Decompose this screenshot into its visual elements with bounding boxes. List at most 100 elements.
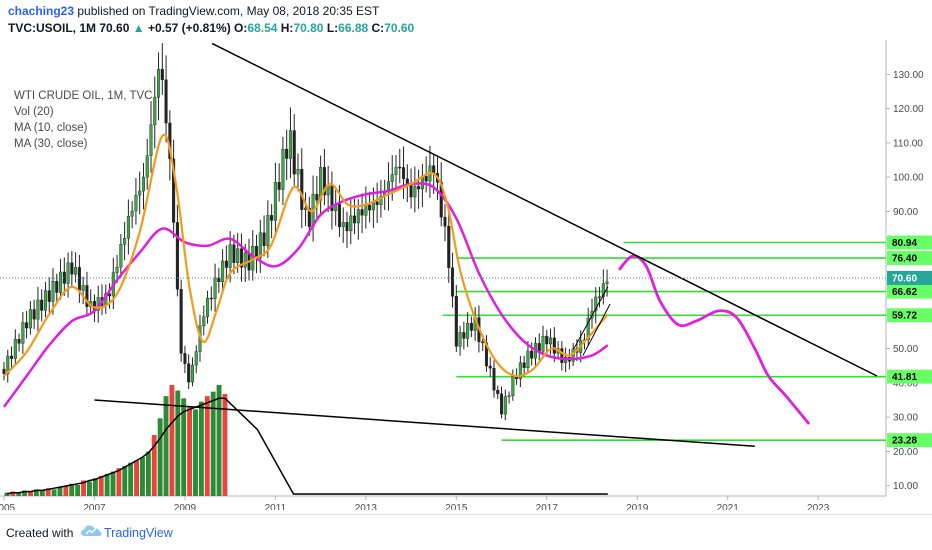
- candle-body: [349, 215, 353, 232]
- candle-body: [55, 281, 59, 293]
- candle-body: [356, 209, 360, 224]
- volume-ma-tail: [224, 397, 608, 495]
- candle-body: [507, 395, 511, 397]
- volume-bar: [81, 480, 86, 496]
- candle-body: [66, 262, 70, 284]
- candle-body: [413, 186, 417, 198]
- legend-volume[interactable]: Vol (20): [14, 106, 54, 118]
- chart-legend: WTI CRUDE OIL, 1M, TVC Vol (20) MA (10, …: [14, 88, 152, 152]
- candle-body: [469, 323, 473, 331]
- level-label-bg: [887, 433, 932, 448]
- candle-body: [390, 174, 394, 182]
- candle-body: [537, 343, 541, 352]
- volume-bar: [86, 481, 92, 496]
- volume-bar: [128, 462, 134, 496]
- candle-body: [149, 124, 153, 156]
- price-tick-label: 30.00: [893, 413, 918, 424]
- candle-body: [81, 285, 85, 291]
- candle-body: [590, 310, 594, 319]
- candle-body: [518, 362, 522, 380]
- candle-body: [62, 271, 66, 284]
- author-link[interactable]: chaching23: [8, 4, 75, 18]
- volume-bar: [169, 385, 175, 496]
- price-change: +0.57 (+0.81%): [147, 21, 231, 35]
- level-label: 80.94: [892, 238, 917, 249]
- candle-body: [13, 339, 17, 359]
- time-tick-label: 2011: [265, 503, 287, 510]
- volume-ma-line: [6, 397, 225, 495]
- candle-body: [126, 216, 130, 239]
- level-label: 76.40: [892, 254, 917, 265]
- price-chart[interactable]: 10.0020.0030.0040.0050.0060.0070.0080.00…: [0, 40, 932, 510]
- high-label: H:: [280, 21, 294, 35]
- candle-body: [432, 165, 436, 174]
- candle-body: [273, 181, 277, 221]
- candle-body: [115, 267, 119, 273]
- volume-bar: [39, 490, 45, 496]
- candle-body: [394, 166, 398, 175]
- candle-body: [360, 209, 364, 216]
- candle-body: [379, 196, 383, 205]
- candle-body: [239, 248, 243, 268]
- candle-body: [281, 148, 285, 190]
- tradingview-cloud-icon: [81, 525, 102, 536]
- candle-body: [402, 167, 406, 180]
- channel-line: [573, 286, 609, 349]
- volume-bar: [57, 487, 63, 496]
- candle-body: [160, 68, 164, 81]
- candle-body: [172, 158, 176, 223]
- legend-ma10[interactable]: MA (10, close): [14, 122, 88, 134]
- volume-bar: [51, 489, 57, 496]
- candle-body: [141, 176, 145, 192]
- candle-body: [190, 364, 194, 383]
- price-tick-label: 130.00: [893, 70, 924, 81]
- candle-body: [10, 355, 14, 359]
- candle-body: [375, 201, 379, 205]
- publish-info: chaching23 published on TradingView.com,…: [8, 4, 379, 18]
- level-label: 41.81: [892, 372, 917, 383]
- candle-body: [462, 332, 466, 339]
- candle-body: [552, 337, 556, 354]
- lower-trendline: [94, 399, 755, 448]
- candle-body: [545, 335, 549, 345]
- candle-body: [605, 281, 609, 284]
- volume-bar: [157, 418, 163, 496]
- tradingview-brand-link[interactable]: TradingView: [104, 526, 173, 540]
- candle-body: [236, 248, 240, 263]
- chart-header: chaching23 published on TradingView.com,…: [0, 0, 932, 40]
- volume-bar: [140, 457, 145, 496]
- price-tick-label: 90.00: [893, 207, 918, 218]
- candle-body: [447, 225, 451, 269]
- volume-bar: [187, 407, 193, 496]
- candle-body: [560, 348, 564, 363]
- projection-line: [618, 254, 811, 425]
- candle-body: [443, 216, 447, 227]
- volume-bar: [151, 434, 157, 496]
- up-arrow-icon: ▲: [132, 21, 145, 35]
- ohlc-info: TVC:USOIL, 1M 70.60 ▲ +0.57 (+0.81%) O:6…: [8, 21, 414, 35]
- time-tick-label: 2005: [0, 503, 16, 510]
- volume-bar: [145, 451, 151, 496]
- volume-bar: [193, 409, 198, 496]
- chart-area[interactable]: 10.0020.0030.0040.0050.0060.0070.0080.00…: [0, 40, 932, 510]
- candle-body: [368, 204, 372, 211]
- price-tick-label: 20.00: [893, 447, 918, 458]
- low-label: L:: [326, 21, 339, 35]
- candle-body: [454, 296, 458, 347]
- volume-bar: [181, 398, 187, 496]
- level-label-bg: [887, 284, 932, 299]
- candle-body: [549, 337, 553, 345]
- candle-body: [47, 290, 51, 302]
- candle-body: [138, 190, 142, 196]
- legend-ma30[interactable]: MA (30, close): [14, 138, 88, 150]
- candle-body: [21, 322, 25, 344]
- time-tick-label: 2007: [83, 503, 106, 510]
- candle-body: [304, 207, 308, 210]
- symbol-label: TVC:USOIL, 1M: [8, 21, 97, 35]
- candle-body: [341, 222, 345, 228]
- volume-bar: [163, 396, 169, 496]
- volume-bar: [45, 488, 51, 496]
- candle-body: [300, 169, 304, 210]
- legend-title: WTI CRUDE OIL, 1M, TVC: [14, 90, 153, 102]
- volume-bar: [216, 385, 222, 496]
